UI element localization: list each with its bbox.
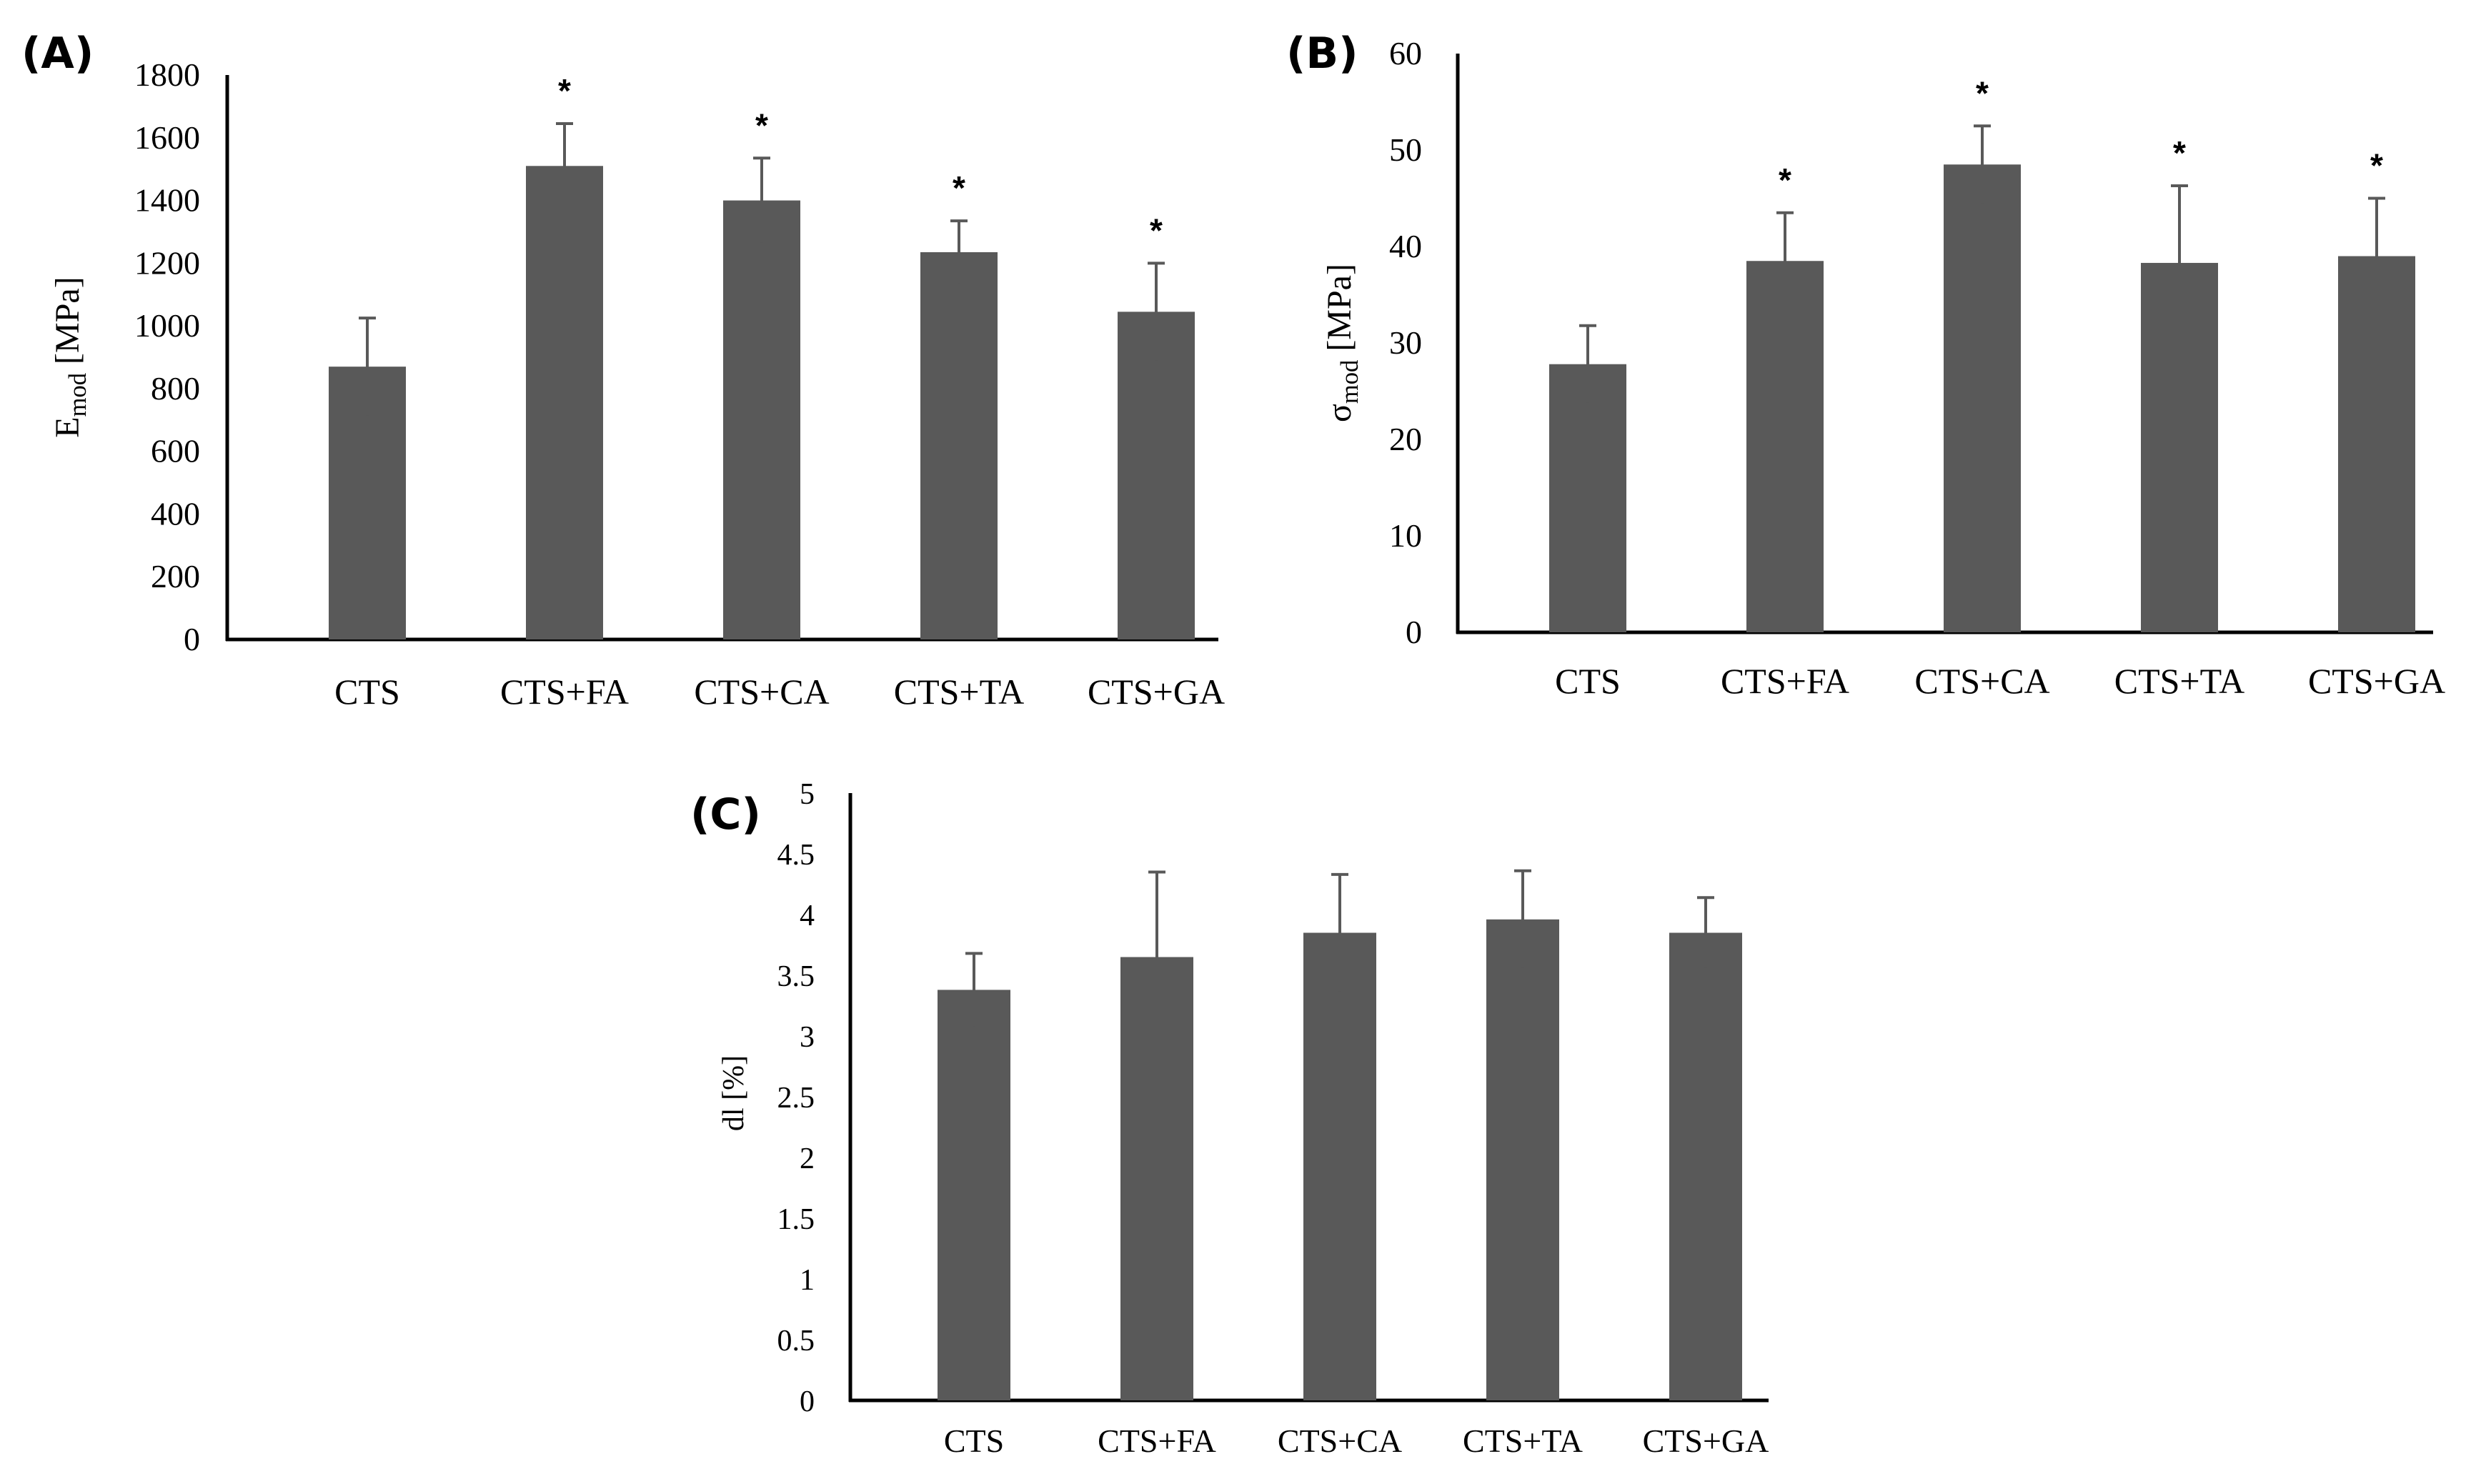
- panel-c-bar: [938, 990, 1010, 1400]
- panel-a-category-label: CTS+TA: [894, 672, 1025, 712]
- panel-b-category-label: CTS: [1555, 661, 1621, 701]
- panel-a-y-tick-label: 200: [151, 558, 200, 594]
- panel-c-bar: [1303, 932, 1376, 1400]
- panel-a-significance-marker: *: [558, 72, 571, 109]
- panel-a-category-label: CTS+FA: [500, 672, 629, 712]
- panel-b-y-tick-label: 20: [1389, 421, 1422, 457]
- panel-c-bar: [1669, 932, 1742, 1400]
- panel-a-significance-marker: *: [953, 169, 965, 206]
- panel-a-y-tick-label: 1200: [134, 244, 200, 281]
- panel-c-y-tick-label: 2.5: [777, 1082, 815, 1115]
- panel-c-y-tick-label: 4.5: [777, 839, 815, 872]
- panel-c-y-tick-label: 3.5: [777, 960, 815, 993]
- panel-b-y-tick-label: 30: [1389, 324, 1422, 361]
- panel-a-bar: [1118, 312, 1195, 639]
- panel-c-y-tick-label: 2: [800, 1142, 815, 1175]
- panel-b-significance-marker: *: [2370, 147, 2383, 184]
- panel-c-y-tick-label: 0.5: [777, 1325, 815, 1358]
- panel-b-bar: [1549, 364, 1626, 632]
- panel-a-category-label: CTS+GA: [1088, 672, 1225, 712]
- panel-b-significance-marker: *: [1976, 74, 1989, 111]
- panel-a-bar: [723, 200, 800, 639]
- panel-a-y-tick-label: 1600: [134, 119, 200, 156]
- panel-b-bar: [2338, 256, 2415, 632]
- panel-c-category-label: CTS+TA: [1463, 1423, 1583, 1459]
- panel-c-y-tick-label: 5: [800, 778, 815, 811]
- panel-c-y-axis-title: dl [%]: [717, 1055, 750, 1131]
- panel-c-label: (C): [690, 790, 761, 840]
- panel-a-category-label: CTS+CA: [694, 672, 829, 712]
- panel-b-category-label: CTS+TA: [2114, 661, 2245, 701]
- panel-a-y-tick-label: 400: [151, 495, 200, 532]
- panel-b-y-tick-label: 60: [1389, 35, 1422, 71]
- panel-a-significance-marker: *: [755, 106, 768, 144]
- panel-b-category-label: CTS+CA: [1914, 661, 2049, 701]
- panel-a-y-tick-label: 1400: [134, 182, 200, 219]
- panel-a-y-tick-label: 600: [151, 433, 200, 469]
- panel-b-y-tick-label: 10: [1389, 517, 1422, 554]
- panel-b-y-tick-label: 50: [1389, 131, 1422, 168]
- panel-c-y-tick-label: 3: [800, 1021, 815, 1054]
- panel-a-label: (A): [21, 29, 94, 79]
- panel-a-bar: [920, 252, 998, 639]
- panel-b-category-label: CTS+FA: [1721, 661, 1849, 701]
- panel-c-y-tick-label: 1: [800, 1264, 815, 1297]
- panel-a-bar: [526, 166, 603, 639]
- panel-a-y-tick-label: 0: [184, 621, 200, 657]
- panel-b-significance-marker: *: [1779, 161, 1791, 199]
- panel-a-category-label: CTS: [334, 672, 400, 712]
- panel-c-category-label: CTS: [944, 1423, 1004, 1459]
- panel-b-y-axis-title: σmod [MPa]: [1321, 264, 1363, 422]
- panel-b-y-tick-label: 40: [1389, 228, 1422, 264]
- panel-b-y-tick-label: 0: [1406, 614, 1422, 650]
- panel-b-significance-marker: *: [2173, 134, 2186, 171]
- panel-a-y-tick-label: 800: [151, 370, 200, 407]
- panel-a-y-axis-title: Emod [MPa]: [49, 277, 91, 437]
- panel-b-category-label: CTS+GA: [2308, 661, 2445, 701]
- panel-c-category-label: CTS+CA: [1278, 1423, 1402, 1459]
- panel-a-significance-marker: *: [1150, 211, 1163, 249]
- panel-c-bar: [1486, 919, 1559, 1400]
- panel-a-y-tick-label: 1000: [134, 307, 200, 344]
- panel-c-y-tick-label: 4: [800, 900, 815, 932]
- panel-b-label: (B): [1286, 29, 1358, 79]
- panel-b-bar: [1944, 164, 2021, 632]
- panel-c-category-label: CTS+FA: [1098, 1423, 1216, 1459]
- panel-b-bar: [1746, 261, 1824, 632]
- panel-a-y-tick-label: 1800: [134, 56, 200, 93]
- panel-c-y-tick-label: 1.5: [777, 1203, 815, 1236]
- panel-c-category-label: CTS+GA: [1643, 1423, 1769, 1459]
- panel-c-y-tick-label: 0: [800, 1385, 815, 1418]
